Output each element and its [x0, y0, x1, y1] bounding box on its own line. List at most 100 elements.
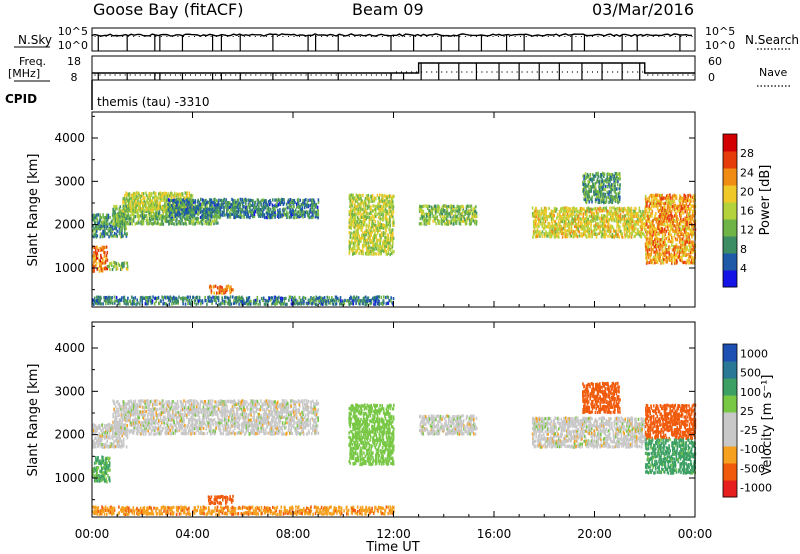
range-cell	[623, 227, 626, 231]
range-cell	[118, 224, 120, 228]
range-cell	[97, 223, 100, 228]
range-cell	[113, 223, 115, 228]
range-cell	[635, 222, 637, 226]
range-cell	[576, 224, 579, 228]
range-cell	[95, 213, 98, 217]
range-cell	[380, 246, 382, 250]
range-cell	[105, 267, 108, 271]
range-cell	[123, 261, 126, 265]
range-cell	[252, 199, 254, 203]
range-cell	[237, 214, 240, 218]
range-cell	[369, 199, 371, 203]
range-cell	[123, 196, 126, 200]
range-cell	[234, 205, 236, 209]
range-cell	[225, 198, 227, 202]
range-cell	[161, 194, 164, 198]
range-cell	[218, 285, 221, 289]
range-cell	[126, 267, 129, 271]
range-cell	[587, 224, 589, 228]
range-cell	[278, 215, 280, 219]
range-cell	[130, 295, 133, 299]
range-cell	[611, 232, 614, 237]
range-cell	[154, 220, 156, 224]
range-cell	[577, 214, 580, 218]
range-cell	[287, 206, 289, 210]
range-cell	[277, 211, 279, 215]
range-cell	[627, 206, 630, 210]
range-cell	[450, 207, 453, 211]
range-cell	[635, 220, 638, 224]
range-cell	[188, 221, 191, 225]
range-cell	[171, 196, 173, 200]
range-cell	[153, 191, 155, 195]
range-cell	[174, 213, 177, 217]
range-cell	[101, 261, 103, 265]
range-cell	[227, 206, 230, 210]
range-cell	[116, 266, 119, 271]
range-cell	[140, 212, 143, 216]
range-cell	[154, 296, 157, 300]
range-cell	[363, 238, 365, 242]
range-cell	[165, 216, 168, 220]
range-cell	[152, 210, 155, 214]
range-cell	[263, 302, 266, 306]
range-cell	[322, 299, 325, 304]
range-cell	[533, 231, 536, 235]
range-cell	[184, 217, 186, 221]
range-cell	[534, 219, 537, 223]
range-cell	[104, 266, 107, 270]
range-cell	[256, 203, 259, 207]
range-cell	[382, 223, 385, 228]
range-cell	[638, 206, 641, 210]
range-cell	[547, 234, 549, 238]
range-cell	[630, 212, 633, 216]
range-cell	[216, 296, 219, 300]
range-cell	[538, 224, 540, 229]
range-cell	[654, 259, 656, 263]
range-cell	[196, 295, 199, 299]
range-cell	[423, 222, 426, 226]
range-cell	[617, 233, 619, 237]
range-cell	[447, 219, 449, 223]
range-cell	[355, 301, 357, 305]
range-cell	[269, 213, 272, 217]
range-cell	[183, 196, 185, 200]
range-cell	[260, 207, 262, 211]
freq-trace	[92, 62, 695, 80]
range-cell	[535, 224, 538, 228]
range-cell	[597, 226, 600, 230]
range-cell	[577, 214, 579, 218]
range-cell	[558, 235, 560, 239]
range-cell	[191, 219, 193, 224]
range-cell	[135, 196, 137, 200]
range-cell	[138, 193, 140, 197]
noise-trace	[91, 33, 693, 51]
range-cell	[314, 212, 317, 216]
range-cell	[147, 218, 149, 222]
range-cell	[544, 208, 547, 213]
range-cell	[563, 231, 565, 235]
range-cell	[536, 212, 538, 216]
range-cell	[452, 217, 454, 221]
range-cell	[372, 204, 375, 208]
range-cell	[658, 208, 661, 213]
range-cell	[566, 206, 568, 210]
range-cell	[124, 228, 126, 232]
range-cell	[172, 203, 174, 207]
range-cell	[171, 221, 173, 225]
range-cell	[324, 302, 327, 306]
range-cell	[370, 298, 373, 302]
range-cell	[155, 299, 157, 304]
range-cell	[176, 208, 178, 212]
range-cell	[381, 246, 383, 250]
range-cell	[465, 219, 468, 224]
range-cell	[443, 222, 446, 226]
range-cell	[352, 243, 355, 247]
range-cell	[145, 193, 148, 198]
range-cell	[634, 209, 636, 213]
range-cell	[100, 253, 102, 257]
range-cell	[311, 208, 313, 212]
range-cell	[364, 251, 367, 256]
range-cell	[225, 295, 227, 299]
range-cell	[170, 191, 172, 195]
